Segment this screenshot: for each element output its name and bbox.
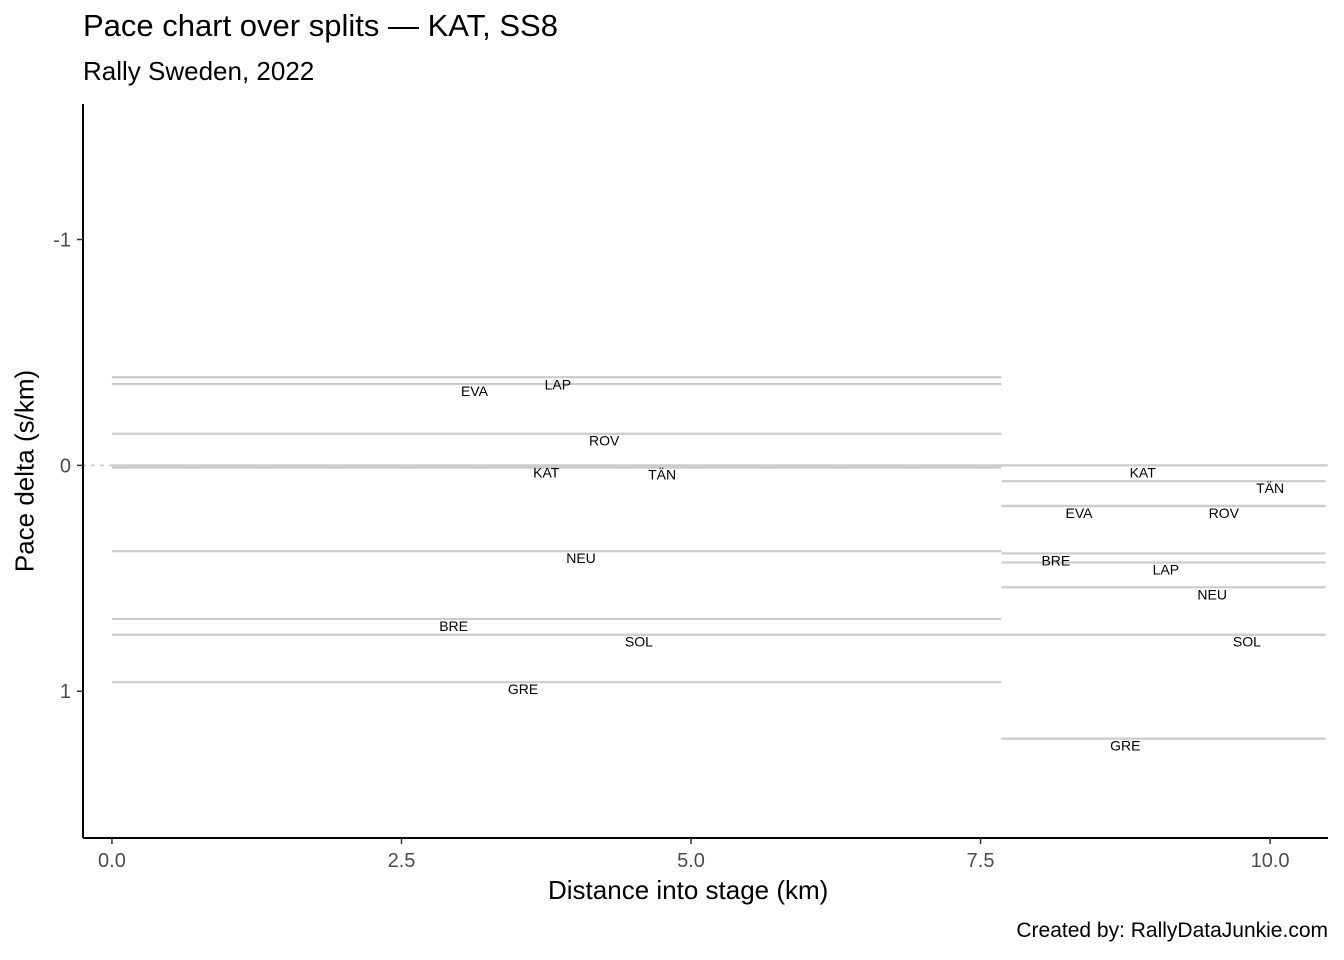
y-tick-label: 1 xyxy=(60,681,71,703)
driver-label-rov-split-2: ROV xyxy=(1209,505,1240,521)
driver-label-tän-split-2: TÄN xyxy=(1256,480,1284,496)
y-axis-label: Pace delta (s/km) xyxy=(9,369,40,573)
driver-label-bre-split-2: BRE xyxy=(1041,552,1070,568)
axes: 0.0 2.5 5.0 7.5 10.0 -1 0 1 xyxy=(53,104,1328,872)
x-tick-label: 5.0 xyxy=(677,850,705,872)
driver-label-lap-split-1: LAP xyxy=(545,376,571,392)
driver-label-gre-split-2: GRE xyxy=(1110,738,1140,754)
x-tick-label: 10.0 xyxy=(1251,850,1290,872)
driver-label-kat-split-1: KAT xyxy=(533,464,560,480)
driver-label-kat-split-2: KAT xyxy=(1130,464,1157,480)
driver-label-lap-split-2: LAP xyxy=(1153,561,1179,577)
driver-label-neu-split-1: NEU xyxy=(566,550,596,566)
x-tick-label: 0.0 xyxy=(98,850,126,872)
driver-label-rov-split-1: ROV xyxy=(589,433,620,449)
driver-label-tän-split-1: TÄN xyxy=(648,467,676,483)
driver-label-gre-split-1: GRE xyxy=(508,681,538,697)
y-tick-label: -1 xyxy=(53,230,71,252)
chart-subtitle: Rally Sweden, 2022 xyxy=(83,56,315,86)
pace-lines xyxy=(111,376,1326,740)
driver-label-sol-split-1: SOL xyxy=(625,634,653,650)
chart-title: Pace chart over splits — KAT, SS8 xyxy=(83,8,558,43)
driver-label-sol-split-2: SOL xyxy=(1233,634,1261,650)
driver-label-neu-split-2: NEU xyxy=(1197,586,1227,602)
x-tick-label: 7.5 xyxy=(967,850,995,872)
y-tick-label: 0 xyxy=(60,455,71,477)
chart-caption: Created by: RallyDataJunkie.com xyxy=(1016,919,1328,942)
x-tick-label: 2.5 xyxy=(388,850,416,872)
driver-labels: LAP EVA ROV KAT TÄN NEU BRE SOL GRE KAT TÄN EVA ROV B… xyxy=(439,376,1284,753)
driver-label-bre-split-1: BRE xyxy=(439,618,468,634)
driver-label-eva-split-2: EVA xyxy=(1066,505,1094,521)
x-axis-label: Distance into stage (km) xyxy=(548,875,829,905)
driver-label-eva-split-1: EVA xyxy=(461,383,489,399)
